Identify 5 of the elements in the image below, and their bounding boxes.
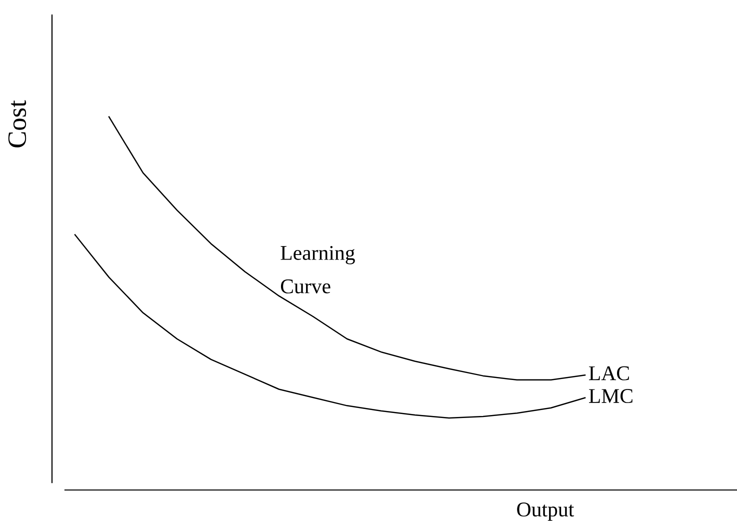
series-label: LMC xyxy=(589,389,632,404)
y-axis-title: Cost xyxy=(8,100,26,148)
series-label: LAC xyxy=(589,366,629,380)
x-axis-title: Output xyxy=(517,502,574,521)
annotation: Learning Curve xyxy=(280,246,355,294)
